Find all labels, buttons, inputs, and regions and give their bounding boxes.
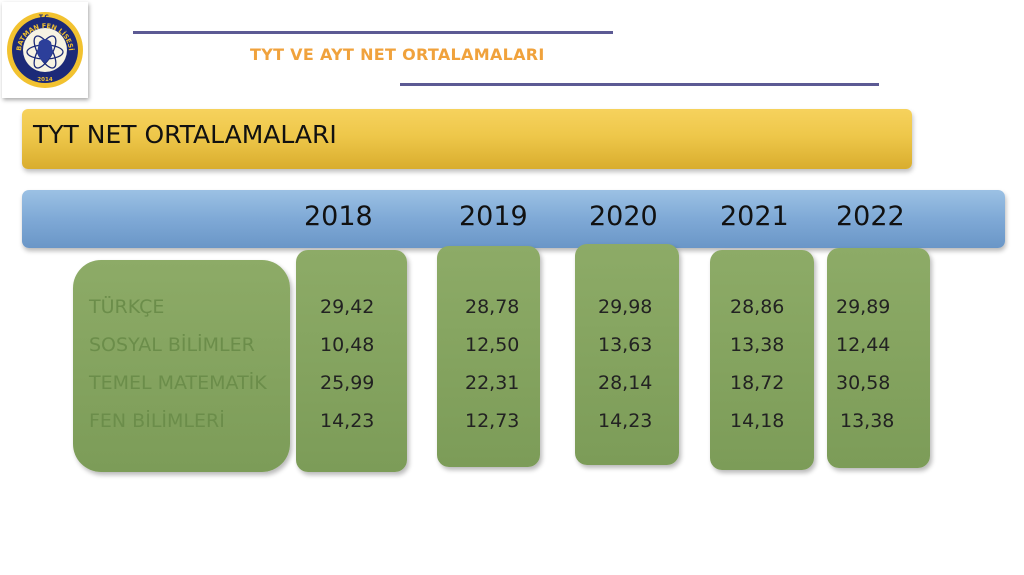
year-card-2019 [437, 246, 540, 467]
subject-fen-bilimleri: FEN BİLİMLERİ [89, 410, 225, 432]
subject-temel-matematik: TEMEL MATEMATİK [89, 372, 267, 394]
section-title: TYT NET ORTALAMALARI [33, 120, 337, 149]
school-logo: T.C. MEB BATMAN FEN LİSESİ 2014 [2, 2, 88, 98]
value-2021-fen: 14,18 [730, 410, 785, 432]
title-rule-bottom [400, 83, 879, 86]
value-2022-turkce: 29,89 [836, 296, 891, 318]
year-2022: 2022 [836, 201, 905, 232]
value-2021-sosyal: 13,38 [730, 334, 785, 356]
value-2019-sosyal: 12,50 [465, 334, 520, 356]
section-header-bar [22, 109, 912, 169]
value-2020-matematik: 28,14 [598, 372, 653, 394]
year-card-2018 [296, 250, 407, 472]
value-2021-matematik: 18,72 [730, 372, 785, 394]
value-2018-matematik: 25,99 [320, 372, 375, 394]
year-2020: 2020 [589, 201, 658, 232]
value-2018-sosyal: 10,48 [320, 334, 375, 356]
year-2021: 2021 [720, 201, 789, 232]
page-title: TYT VE AYT NET ORTALAMALARI [250, 45, 545, 64]
value-2019-matematik: 22,31 [465, 372, 520, 394]
value-2018-fen: 14,23 [320, 410, 375, 432]
year-header-bar [22, 190, 1005, 248]
value-2022-matematik: 30,58 [836, 372, 891, 394]
year-card-2021 [710, 250, 814, 470]
subjects-card [73, 260, 290, 472]
value-2019-turkce: 28,78 [465, 296, 520, 318]
value-2019-fen: 12,73 [465, 410, 520, 432]
year-2019: 2019 [459, 201, 528, 232]
value-2020-sosyal: 13,63 [598, 334, 653, 356]
year-2018: 2018 [304, 201, 373, 232]
value-2020-fen: 14,23 [598, 410, 653, 432]
value-2022-sosyal: 12,44 [836, 334, 891, 356]
logo-year-text: 2014 [37, 77, 52, 83]
year-card-2022 [827, 248, 930, 468]
year-card-2020 [575, 244, 679, 465]
value-2020-turkce: 29,98 [598, 296, 653, 318]
subject-turkce: TÜRKÇE [89, 296, 165, 318]
logo-meb-text: MEB [39, 21, 51, 27]
subject-sosyal-bilimler: SOSYAL BİLİMLER [89, 334, 255, 356]
value-2018-turkce: 29,42 [320, 296, 375, 318]
value-2021-turkce: 28,86 [730, 296, 785, 318]
logo-tc-text: T.C. [39, 14, 51, 21]
title-rule-top [133, 31, 613, 34]
value-2022-fen: 13,38 [840, 410, 895, 432]
